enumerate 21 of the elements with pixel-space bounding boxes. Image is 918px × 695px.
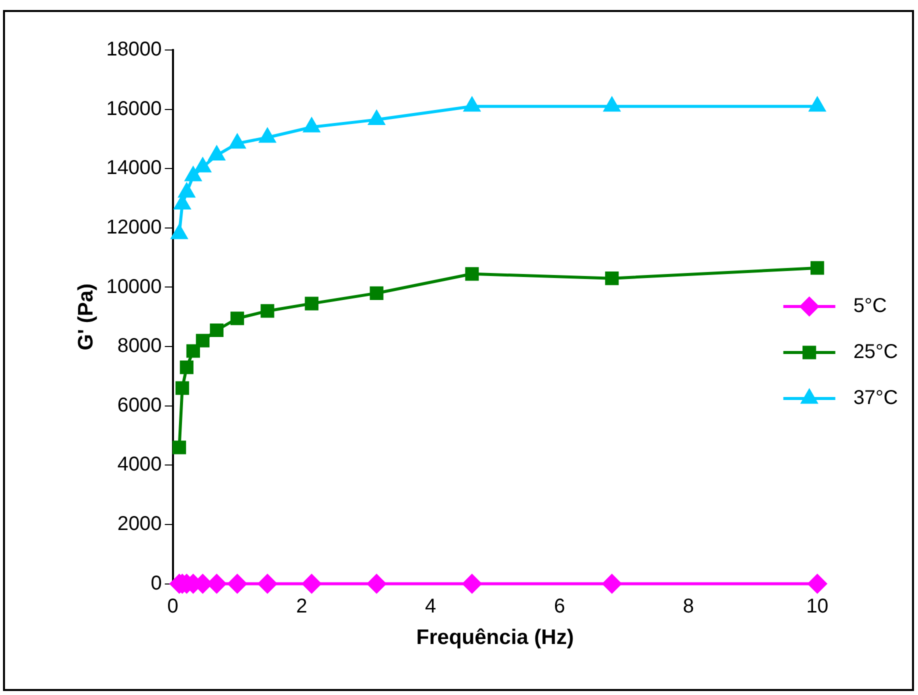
- y-tick-label: 8000: [117, 335, 162, 358]
- legend-label: 37°C: [853, 387, 898, 410]
- y-tick-label: 18000: [106, 38, 162, 61]
- legend-label: 5°C: [853, 295, 887, 318]
- x-tick-label: 0: [167, 595, 178, 618]
- y-tick-label: 2000: [117, 513, 162, 536]
- y-tick-label: 6000: [117, 394, 162, 416]
- y-tick-label: 14000: [106, 157, 162, 180]
- y-tick-label: 4000: [117, 454, 162, 476]
- y-tick-label: 0: [150, 572, 162, 594]
- x-tick-label: 4: [425, 595, 436, 618]
- y-tick-label: 16000: [106, 98, 162, 120]
- y-axis-title: G' (Pa): [74, 283, 98, 350]
- x-tick-label: 2: [296, 595, 308, 618]
- y-tick-label: 12000: [106, 216, 162, 238]
- x-tick-label: 10: [806, 595, 828, 618]
- x-axis-title: Frequência (Hz): [416, 626, 574, 650]
- x-tick-label: 6: [554, 595, 566, 618]
- legend-label: 25°C: [853, 341, 898, 364]
- x-tick-label: 8: [682, 595, 694, 618]
- y-tick-label: 10000: [106, 276, 162, 298]
